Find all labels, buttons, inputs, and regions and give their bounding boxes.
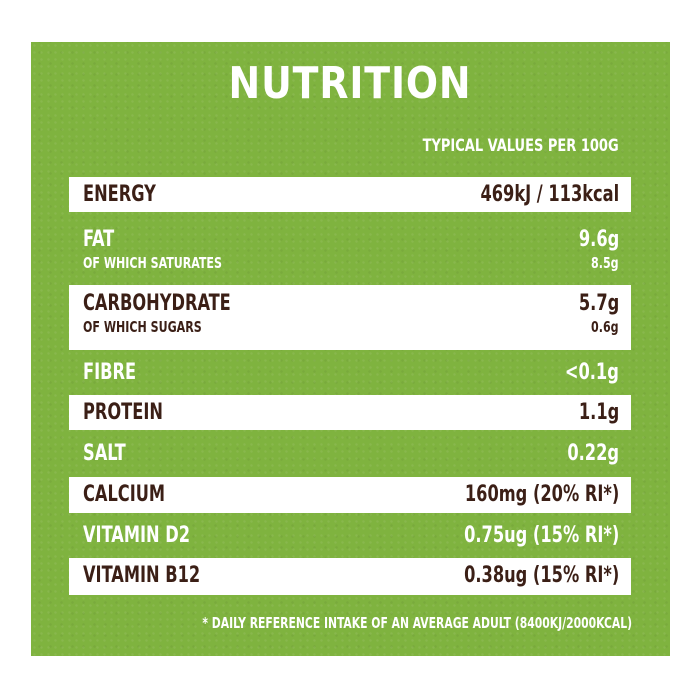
nutrition-row-fibre: FIBRE <0.1g (69, 356, 631, 390)
nutrient-label: CALCIUM (83, 482, 166, 507)
nutrition-row-fat: FAT OF WHICH SATURATES 9.6g 8.5g (69, 224, 631, 278)
nutrient-value: 1.1g (578, 400, 619, 425)
nutrient-label: FAT (83, 227, 115, 252)
nutrient-label: PROTEIN (83, 400, 163, 425)
nutrient-label: CARBOHYDRATE (83, 291, 231, 316)
nutrition-row-carbohydrate: CARBOHYDRATE OF WHICH SUGARS 5.7g 0.6g (69, 285, 631, 350)
nutrient-value: <0.1g (565, 360, 619, 385)
nutrient-value: 0.22g (567, 441, 619, 466)
nutrient-sub-label: OF WHICH SATURATES (83, 254, 222, 272)
nutrient-sub-value: 0.6g (591, 318, 619, 336)
nutrient-label: ENERGY (83, 182, 156, 207)
nutrient-label: VITAMIN D2 (83, 523, 191, 548)
nutrient-label: FIBRE (83, 360, 137, 385)
reference-intake-footnote: * DAILY REFERENCE INTAKE OF AN AVERAGE A… (202, 614, 632, 632)
nutrition-row-salt: SALT 0.22g (69, 437, 631, 471)
nutrient-value: 0.75ug (15% RI*) (463, 523, 619, 548)
nutrition-row-vitamin-d2: VITAMIN D2 0.75ug (15% RI*) (69, 519, 631, 553)
nutrition-row-energy: ENERGY 469kJ / 113kcal (69, 177, 631, 212)
nutrient-sub-value: 8.5g (591, 254, 619, 272)
nutrient-value: 469kJ / 113kcal (480, 182, 619, 207)
nutrient-value: 5.7g (578, 291, 619, 316)
nutrient-value: 160mg (20% RI*) (464, 482, 619, 507)
nutrition-row-protein: PROTEIN 1.1g (69, 395, 631, 430)
nutrient-label: VITAMIN B12 (83, 563, 201, 588)
nutrient-value: 9.6g (578, 227, 619, 252)
nutrient-label: SALT (83, 441, 126, 466)
nutrition-row-vitamin-b12: VITAMIN B12 0.38ug (15% RI*) (69, 558, 631, 595)
panel-title: NUTRITION (228, 58, 472, 109)
nutrient-value: 0.38ug (15% RI*) (463, 563, 619, 588)
per-100g-heading: TYPICAL VALUES PER 100G (422, 136, 619, 156)
nutrient-sub-label: OF WHICH SUGARS (83, 318, 202, 336)
nutrition-row-calcium: CALCIUM 160mg (20% RI*) (69, 477, 631, 513)
